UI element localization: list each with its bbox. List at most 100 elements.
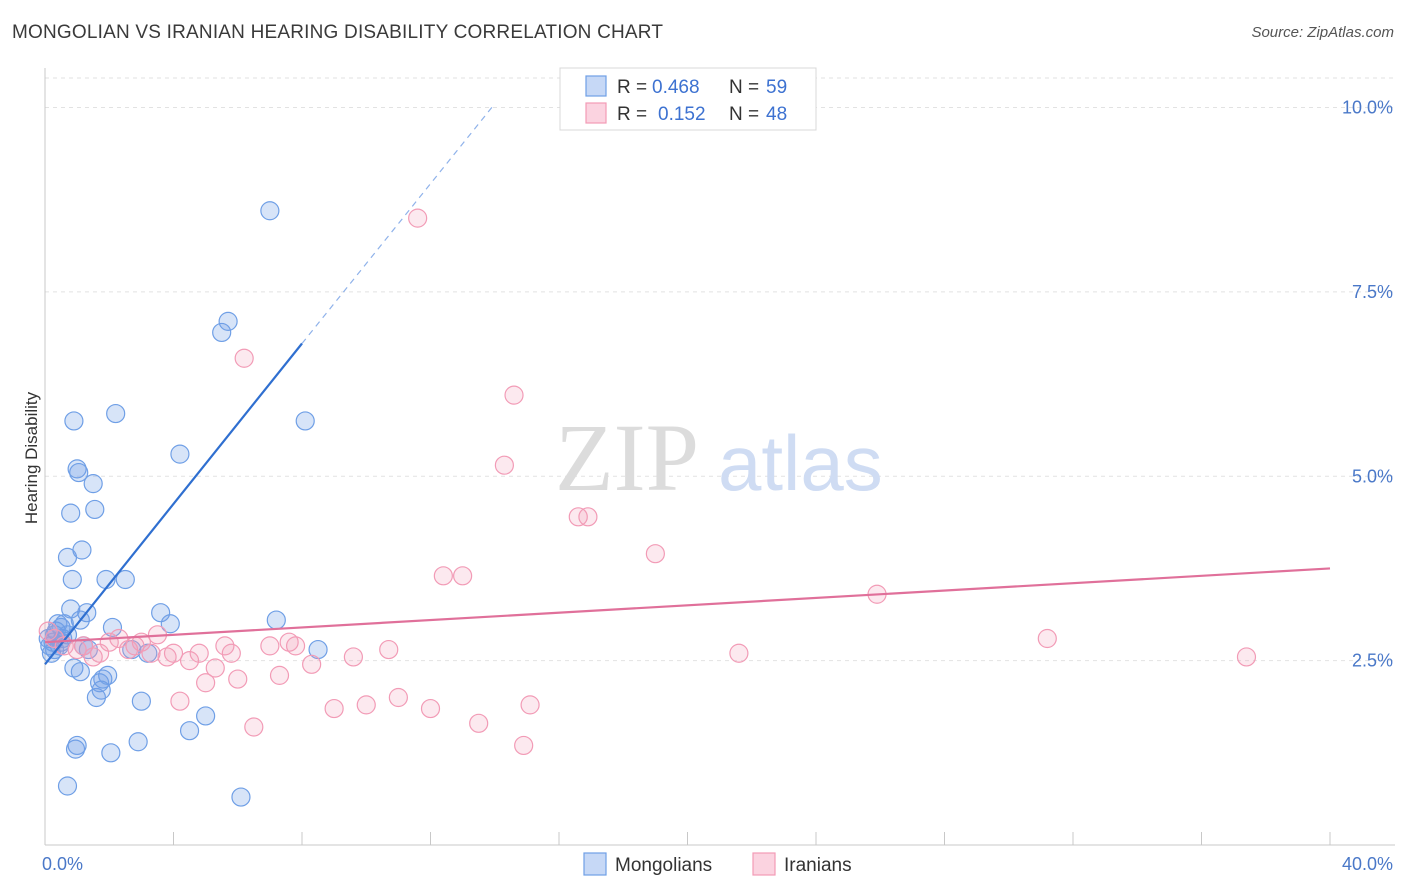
mongolian-point-49 xyxy=(196,706,216,726)
mongolian-point-48 xyxy=(179,721,200,741)
iranian-point-46 xyxy=(578,507,598,527)
series-legend: Mongolians Iranians xyxy=(583,852,852,876)
x-tick-label-0: 0.0% xyxy=(42,854,83,874)
iranian-point-16 xyxy=(170,691,190,711)
mongolian-point-15 xyxy=(64,658,84,678)
iranian-point-29 xyxy=(285,636,306,656)
iranian-point-37 xyxy=(420,698,441,719)
chart-title: MONGOLIAN VS IRANIAN HEARING DISABILITY … xyxy=(12,22,664,43)
iranian-point-25 xyxy=(244,717,264,737)
mongolian-trend-line xyxy=(44,342,303,666)
mongolian-point-50 xyxy=(212,322,232,343)
legend-r-label-1: R = xyxy=(617,77,647,98)
iranian-point-32 xyxy=(343,647,363,667)
iranian-point-38 xyxy=(433,566,453,586)
mongolian-point-58 xyxy=(70,662,90,682)
iranian-point-22 xyxy=(221,643,241,663)
mongolian-point-45 xyxy=(151,603,171,623)
mongolian-point-51 xyxy=(218,311,238,331)
mongolian-point-36 xyxy=(98,665,118,685)
mongolian-point-53 xyxy=(260,201,280,221)
bottom-legend-swatch-mongolians xyxy=(583,852,607,876)
source-credit: Source: ZipAtlas.com xyxy=(1251,24,1394,41)
axes xyxy=(44,68,1395,846)
iranian-point-44 xyxy=(520,695,540,715)
y-axis-label: Hearing Disability xyxy=(22,391,41,524)
iranian-point-4 xyxy=(73,636,94,656)
watermark-atlas: atlas xyxy=(718,419,883,507)
watermark-zip: ZIP xyxy=(555,404,699,511)
grid-lines xyxy=(45,77,1395,662)
iranian-point-42 xyxy=(504,385,524,405)
iranian-point-41 xyxy=(494,455,514,475)
legend-n-label-1: N = xyxy=(729,77,759,98)
mongolian-point-19 xyxy=(64,411,84,431)
iranian-point-5 xyxy=(83,647,103,667)
iranian-point-6 xyxy=(90,643,110,663)
mongolian-point-47 xyxy=(170,444,190,464)
trend-lines xyxy=(44,103,1331,666)
iranian-point-39 xyxy=(453,566,473,586)
iranian-point-34 xyxy=(379,639,399,660)
mongolian-point-17 xyxy=(61,503,81,523)
iranian-point-21 xyxy=(215,636,235,656)
iranian-point-50 xyxy=(1037,628,1057,649)
iranian-point-1 xyxy=(45,628,65,649)
legend-n-label-2: N = xyxy=(729,104,759,125)
mongolian-point-37 xyxy=(101,743,121,763)
legend-r-label-2: R = xyxy=(617,104,647,125)
iranian-point-27 xyxy=(269,665,290,685)
iranian-point-36 xyxy=(408,208,428,228)
iranian-point-30 xyxy=(302,654,322,674)
bottom-legend-iranians: Iranians xyxy=(784,855,852,876)
tick-labels: 2.5% 5.0% 7.5% 10.0% 0.0% 40.0% xyxy=(42,98,1393,875)
iranian-point-45 xyxy=(568,507,588,527)
mongolian-point-32 xyxy=(90,673,110,693)
bottom-legend-swatch-iranians xyxy=(752,852,776,876)
mongolian-point-43 xyxy=(131,691,151,711)
iranian-point-12 xyxy=(141,643,161,663)
iranian-point-18 xyxy=(189,643,209,663)
iranian-point-51 xyxy=(1236,647,1257,667)
iranian-point-40 xyxy=(469,713,489,733)
mongolian-point-54 xyxy=(266,610,286,630)
mongolian-point-57 xyxy=(57,776,78,796)
y-tick-label-3: 10.0% xyxy=(1342,98,1393,118)
y-tick-label-0: 2.5% xyxy=(1352,651,1393,671)
iranian-point-31 xyxy=(324,698,344,719)
iranian-point-28 xyxy=(279,632,299,652)
legend-swatch-iranians xyxy=(585,102,607,124)
iranian-point-15 xyxy=(163,643,184,663)
bottom-legend-mongolians: Mongolians xyxy=(615,855,712,876)
legend-n-value-2: 48 xyxy=(766,104,787,125)
mongolian-point-39 xyxy=(106,403,126,424)
mongolian-point-46 xyxy=(160,614,180,634)
data-points xyxy=(38,201,1257,807)
mongolian-point-52 xyxy=(231,787,251,807)
legend-swatch-mongolians xyxy=(585,75,607,97)
y-tick-label-2: 7.5% xyxy=(1352,282,1393,302)
mongolian-point-22 xyxy=(69,462,89,483)
iranian-point-48 xyxy=(729,643,749,663)
legend-n-value-1: 59 xyxy=(766,77,787,98)
mongolian-point-24 xyxy=(72,540,92,560)
mongolian-point-18 xyxy=(62,569,82,590)
iranian-point-26 xyxy=(260,636,280,656)
mongolian-point-40 xyxy=(115,569,135,590)
mongolian-point-42 xyxy=(128,732,148,752)
mongolian-point-38 xyxy=(102,617,123,638)
iranian-point-0 xyxy=(38,621,58,641)
x-tick-label-1: 40.0% xyxy=(1342,854,1393,874)
y-tick-label-1: 5.0% xyxy=(1352,466,1393,486)
iranian-point-23 xyxy=(228,669,248,689)
iranian-point-19 xyxy=(196,673,216,693)
iranian-trend-line xyxy=(44,567,1331,644)
mongolian-point-55 xyxy=(295,411,315,431)
iranian-point-20 xyxy=(205,658,225,678)
iranian-point-24 xyxy=(234,348,254,368)
iranian-point-35 xyxy=(388,687,408,708)
stats-legend: R = 0.468 N = 59 R = 0.152 N = 48 xyxy=(559,67,817,131)
iranian-point-17 xyxy=(179,651,200,671)
legend-r-value-2: 0.152 xyxy=(658,104,706,125)
